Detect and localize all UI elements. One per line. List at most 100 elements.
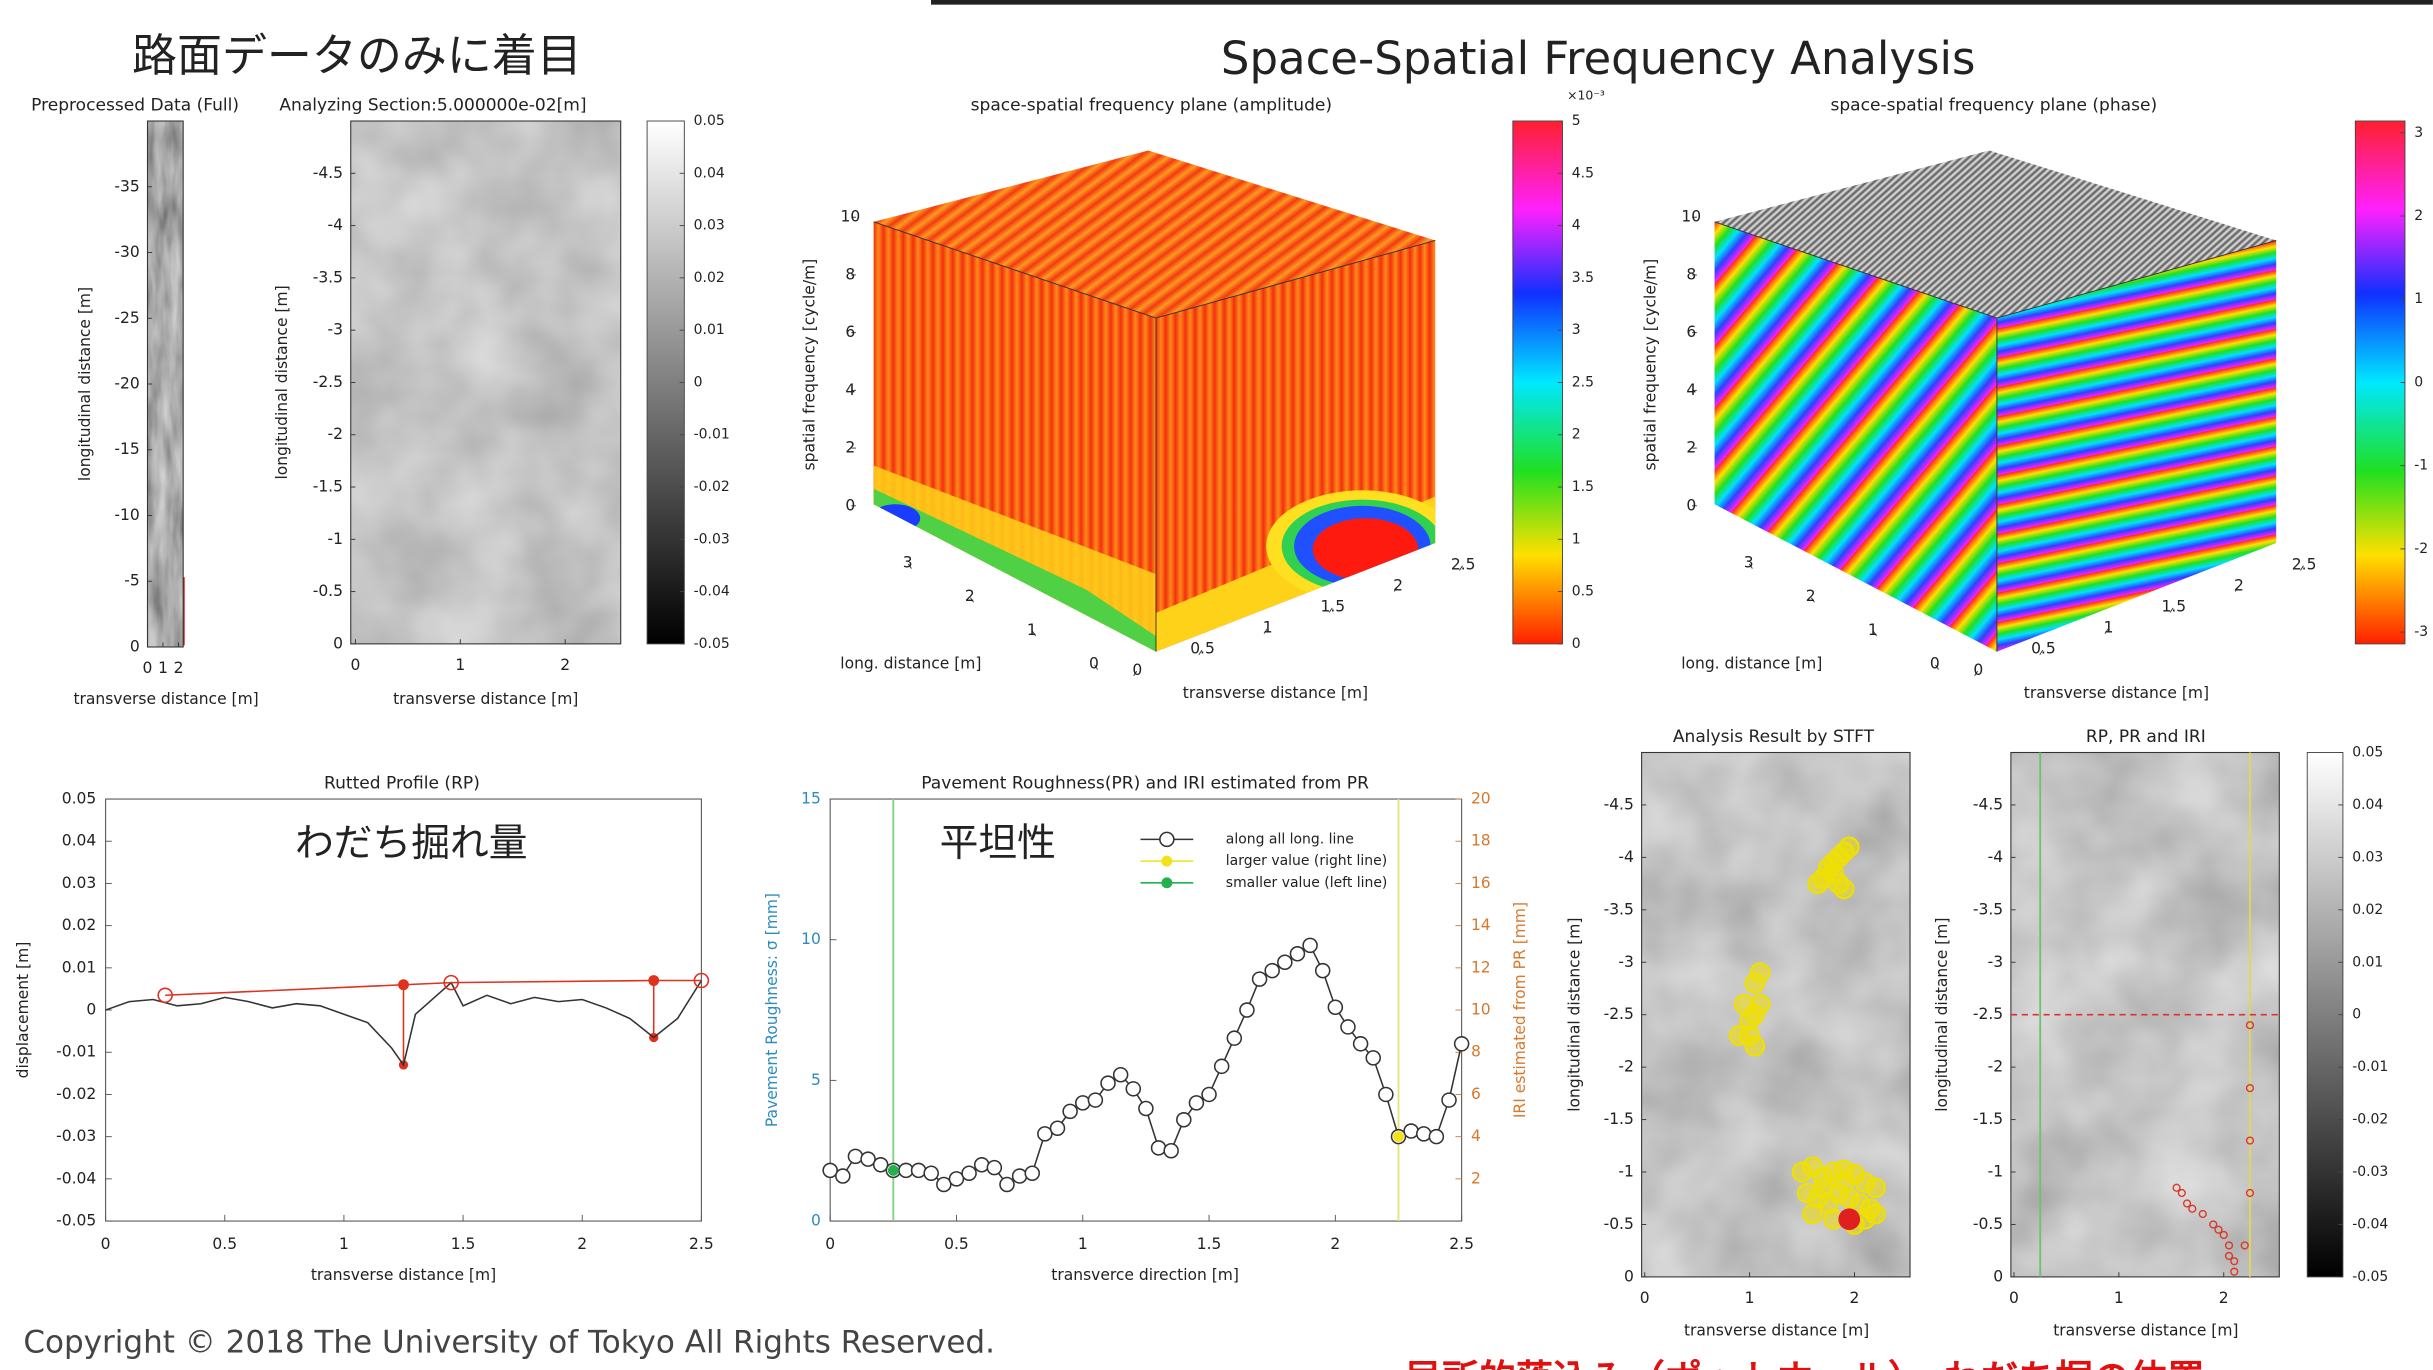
legend-label: along all long. line	[1226, 831, 1354, 847]
series-line	[165, 979, 702, 997]
y2-tick-label: 14	[1471, 916, 1491, 934]
x-tick-label: 0	[825, 1235, 835, 1253]
x-tick-label: 2	[1850, 1289, 1860, 1307]
marker	[1087, 1092, 1104, 1108]
y-tick-label: 0	[1624, 1267, 1634, 1285]
point	[1828, 873, 1850, 894]
colorbar-tick-label: -0.05	[694, 636, 730, 652]
marker	[1428, 1128, 1445, 1145]
marker	[1314, 962, 1331, 979]
marker	[1062, 1103, 1078, 1120]
axis-tick-label: 8	[845, 265, 855, 283]
x-axis-label: transverse distance [m]	[311, 1266, 496, 1284]
axis-tick-label: 0	[1930, 655, 1940, 673]
x-tick-label: 1	[1745, 1289, 1755, 1307]
colorbar	[2354, 120, 2406, 645]
z-axis-label: spatial frequency [cycle/m]	[1641, 259, 1659, 471]
cube-top	[1714, 150, 2277, 319]
colorbar-tick-label: -0.05	[2352, 1269, 2388, 1285]
axis-tick-label: 3	[1744, 553, 1754, 571]
x-tick-label: 0.5	[212, 1235, 237, 1253]
colorbar-tick-label: 0.02	[2352, 902, 2383, 918]
point	[2214, 1225, 2223, 1234]
marker	[1011, 1168, 1028, 1184]
y-tick-label: -4.5	[1604, 795, 1634, 813]
y-tick-label: -0.5	[1973, 1215, 2003, 1233]
y-tick-label: -2	[1618, 1058, 1633, 1076]
marker	[860, 1151, 876, 1167]
marker	[1277, 954, 1293, 970]
axis-tick-label: 0.5	[1190, 640, 1215, 658]
y-tick-label: 15	[801, 790, 821, 808]
axis-tick-label: 2.5	[2292, 555, 2317, 573]
axis-tick	[2104, 628, 2109, 634]
colorbar-tick-label: 0.04	[2352, 797, 2383, 813]
axis-tick-label: 8	[1686, 265, 1696, 283]
point	[2230, 1267, 2239, 1276]
axis-tick-label: 1	[1263, 619, 1273, 637]
y-tick-label: -4	[328, 216, 343, 234]
image-data	[1641, 752, 1911, 1277]
x-axis-label: transverse distance [m]	[2053, 1322, 2238, 1340]
x-tick-label: 1	[158, 659, 168, 677]
cube-left	[1714, 221, 1997, 652]
marker	[1403, 1123, 1419, 1139]
point	[2245, 1084, 2255, 1093]
colorbar-tick-label: -0.03	[694, 531, 730, 547]
marker	[1075, 1095, 1091, 1111]
marker	[1049, 1120, 1066, 1136]
y-axis-label: longitudinal distance [m]	[1933, 918, 1951, 1112]
blob	[873, 504, 921, 533]
x-tick-label: 1	[2114, 1289, 2124, 1307]
marker	[822, 1162, 838, 1179]
axis-tick-label: 1	[1027, 621, 1037, 639]
colorbar-tick-label: 4.5	[1572, 165, 1594, 181]
marker	[910, 1162, 927, 1179]
y-tick-label: -0.01	[56, 1043, 96, 1061]
axis-tick	[1328, 607, 1333, 613]
colorbar-tick-label: 0.05	[2352, 744, 2383, 760]
y-tick-label: -10	[114, 506, 139, 524]
colorbar-tick-label: -0.02	[2352, 1112, 2388, 1128]
title-ja: 路面データのみに着目	[132, 29, 582, 82]
axis-tick-label: 3	[903, 553, 913, 571]
marker	[1213, 1058, 1230, 1075]
marker	[1112, 1066, 1129, 1083]
panel-title: Analysis Result by STFT	[1673, 727, 1875, 747]
y-tick-label: 0	[86, 1001, 96, 1019]
marker	[887, 1164, 899, 1176]
axis-tick	[1459, 565, 1463, 571]
y-axis-label: longitudinal distance [m]	[76, 287, 94, 481]
y-tick-label: -2	[1988, 1058, 2003, 1076]
axis-tick	[1198, 649, 1203, 656]
colorbar-tick-label: 3	[2414, 125, 2423, 141]
colorbar-tick-label: -0.03	[2352, 1164, 2388, 1180]
axis-tick-label: 2.5	[1451, 555, 1476, 573]
x-axis-label: transverse distance [m]	[1684, 1322, 1869, 1340]
marker	[443, 974, 459, 991]
y-tick-label: -25	[114, 309, 139, 327]
marker	[1264, 962, 1280, 979]
x-tick-label: 0	[101, 1235, 111, 1253]
x-tick-label: 0	[143, 659, 153, 677]
panel-title: Pavement Roughness(PR) and IRI estimated…	[921, 774, 1369, 794]
colorbar-exponent: ×10⁻³	[1567, 88, 1605, 103]
y-tick-label: -20	[114, 375, 139, 393]
point	[2209, 1220, 2218, 1229]
y-tick-label: 0	[1993, 1267, 2003, 1285]
axis-tick-label: 10	[1681, 208, 1701, 226]
copyright: Copyright © 2018 The University of Tokyo…	[23, 1325, 995, 1361]
y-tick-label: -35	[114, 177, 139, 195]
legend-label: smaller value (left line)	[1226, 875, 1388, 891]
y-axis-label: displacement [m]	[14, 942, 32, 1079]
x-axis-label: transverse distance [m]	[2024, 684, 2209, 702]
y2-tick-label: 2	[1471, 1169, 1481, 1187]
point	[2230, 1257, 2239, 1266]
marker	[961, 1165, 977, 1181]
marker	[1188, 1095, 1205, 1111]
colorbar	[1512, 120, 1563, 645]
y-tick-label: -2.5	[313, 373, 343, 391]
point	[1733, 993, 1755, 1015]
y-tick-label: -0.5	[313, 582, 343, 600]
cube-left	[873, 221, 1156, 652]
